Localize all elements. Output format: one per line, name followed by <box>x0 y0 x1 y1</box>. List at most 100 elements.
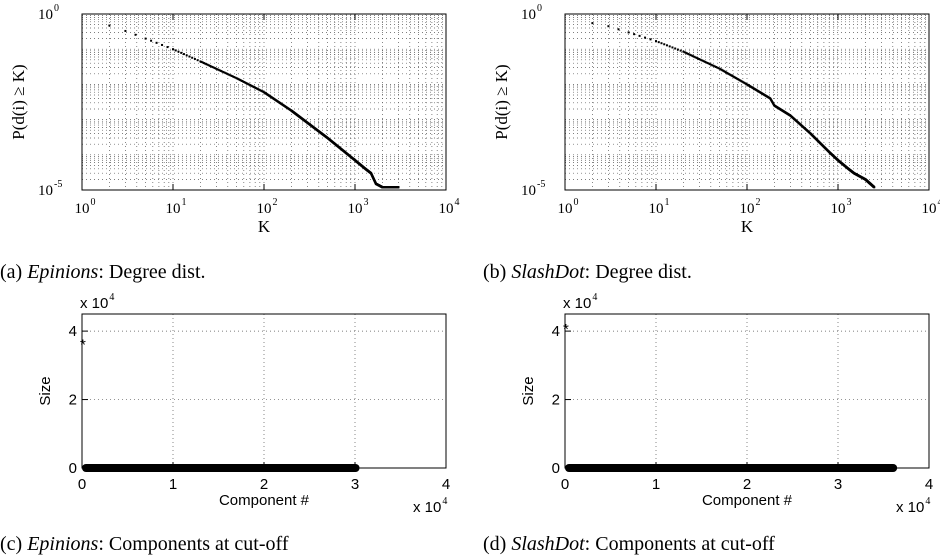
x-axis-label: K <box>741 217 754 236</box>
data-point <box>688 53 691 56</box>
data-point <box>617 28 620 31</box>
x-tick-label: 10 3 <box>348 197 369 217</box>
y-axis-label: P(d(i) ≥ K) <box>492 64 511 139</box>
x-tick-label-exp: 4 <box>938 197 940 208</box>
data-point <box>210 65 213 68</box>
series-points-c: * <box>80 336 360 472</box>
y-tick-label-exp: -5 <box>54 179 62 190</box>
data-point <box>231 75 234 78</box>
data-point <box>205 63 208 66</box>
x-tick-label: 10 2 <box>740 197 761 217</box>
data-point <box>686 52 689 55</box>
series-points-d: * <box>563 321 898 472</box>
x-tick-label: 0 <box>78 476 86 493</box>
y-tick-label: 10 -5 <box>521 179 545 199</box>
data-point <box>225 72 228 75</box>
y-tick-label: 0 <box>69 460 77 477</box>
data-point <box>674 47 677 50</box>
grid-c <box>82 314 446 468</box>
data-point <box>144 37 147 40</box>
data-point <box>873 186 876 189</box>
x-ticks-a: 10 0 10 1 10 2 10 3 10 4 <box>75 14 460 217</box>
data-point <box>223 71 226 74</box>
x-tick-label: 1 <box>169 476 177 493</box>
x-ticks-b: 10 0 10 1 10 2 10 3 10 4 <box>558 14 940 217</box>
data-point <box>203 62 206 65</box>
y-axis-label: Size <box>37 376 54 405</box>
y-multiplier-base: x 10 <box>80 295 108 312</box>
caption-c: (c) Epinions: Components at cut-off <box>0 533 289 555</box>
y-axis-label: Size <box>520 376 537 405</box>
data-point <box>230 74 233 77</box>
giant-component-marker: * <box>563 321 569 338</box>
y-tick-label-base: 10 <box>38 7 53 23</box>
data-point <box>161 43 164 46</box>
x-tick-label: 10 1 <box>166 197 187 217</box>
data-point <box>209 64 212 67</box>
x-multiplier-exp: 4 <box>925 496 930 507</box>
data-point <box>221 70 224 73</box>
x-tick-label: 10 4 <box>922 197 940 217</box>
y-multiplier: x 10 4 <box>80 292 114 312</box>
data-point <box>690 54 693 57</box>
grid-b <box>565 14 929 190</box>
data-point <box>212 66 215 69</box>
data-point <box>219 69 222 72</box>
data-point <box>397 186 400 189</box>
x-tick-label-base: 10 <box>831 201 846 217</box>
x-tick-label: 1 <box>652 476 660 493</box>
y-tick-label: 0 <box>552 460 560 477</box>
x-tick-label: 10 4 <box>439 197 460 217</box>
x-tick-label: 10 0 <box>75 197 96 217</box>
data-point <box>692 55 695 58</box>
data-point <box>660 42 663 45</box>
x-axis-label: Component # <box>702 492 793 509</box>
x-tick-label-exp: 2 <box>756 197 761 208</box>
x-tick-label-exp: 0 <box>574 197 579 208</box>
y-tick-label-exp: 0 <box>54 3 59 14</box>
y-axis-label: P(d(i) ≥ K) <box>9 64 28 139</box>
data-point <box>700 59 703 62</box>
data-point <box>684 51 687 54</box>
x-tick-label-exp: 3 <box>847 197 852 208</box>
data-point <box>233 76 236 79</box>
y-tick-label: 10 0 <box>521 3 542 23</box>
data-point <box>710 63 713 66</box>
caption-a: (a) Epinions: Degree dist. <box>0 261 206 283</box>
x-tick-label-base: 10 <box>649 201 664 217</box>
x-multiplier: x 10 4 <box>896 496 930 516</box>
data-point <box>234 76 237 79</box>
x-tick-label-exp: 1 <box>665 197 670 208</box>
x-tick-label-base: 10 <box>348 201 363 217</box>
data-point <box>705 61 708 64</box>
data-point <box>717 67 720 70</box>
data-point <box>712 64 715 67</box>
data-point <box>172 48 174 51</box>
data-point <box>714 65 717 68</box>
data-point <box>607 25 610 28</box>
data-point <box>166 46 169 49</box>
series-points-b <box>591 22 876 189</box>
y-tick-label: 10 0 <box>38 3 59 23</box>
data-point <box>155 41 158 44</box>
x-tick-label-exp: 0 <box>91 197 96 208</box>
y-tick-label-base: 10 <box>38 183 53 199</box>
y-tick-label: 4 <box>69 323 77 340</box>
data-point <box>217 68 220 71</box>
data-point <box>174 49 177 52</box>
data-point <box>201 61 204 64</box>
data-point <box>199 60 202 63</box>
data-point <box>124 29 127 32</box>
y-multiplier: x 10 4 <box>563 292 597 312</box>
data-point <box>683 51 686 54</box>
data-point <box>185 54 188 57</box>
x-tick-label: 0 <box>561 476 569 493</box>
small-components-band <box>565 464 898 472</box>
data-point <box>633 33 636 36</box>
x-tick-label-base: 10 <box>166 201 181 217</box>
x-tick-label-exp: 1 <box>182 197 187 208</box>
y-multiplier-exp: 4 <box>109 292 114 303</box>
x-tick-label-base: 10 <box>558 201 573 217</box>
data-point <box>663 43 666 46</box>
